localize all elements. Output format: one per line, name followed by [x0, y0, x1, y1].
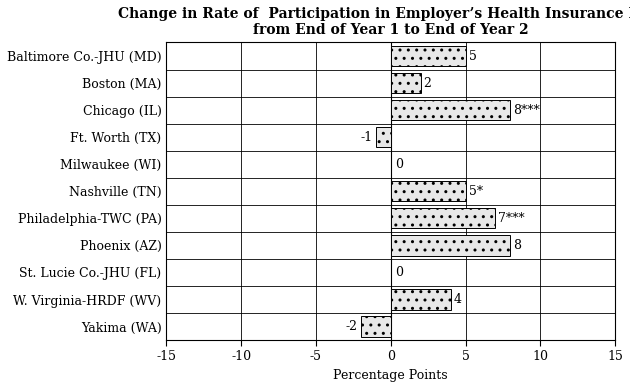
Text: 5: 5: [469, 49, 476, 63]
Text: -1: -1: [361, 131, 373, 144]
Text: 0: 0: [395, 158, 403, 171]
Text: 5*: 5*: [469, 185, 483, 198]
Text: 4: 4: [454, 293, 462, 306]
Bar: [391, 289, 450, 310]
Text: 7***: 7***: [498, 212, 525, 225]
Bar: [391, 208, 495, 228]
Bar: [391, 235, 510, 256]
Text: 8***: 8***: [513, 103, 540, 117]
Bar: [361, 316, 391, 337]
Bar: [391, 46, 466, 66]
Bar: [391, 181, 466, 202]
X-axis label: Percentage Points: Percentage Points: [333, 369, 448, 382]
Text: 2: 2: [424, 77, 432, 89]
Bar: [391, 73, 421, 93]
Text: -2: -2: [346, 320, 358, 333]
Text: 8: 8: [513, 239, 522, 252]
Bar: [391, 100, 510, 120]
Text: 0: 0: [395, 266, 403, 279]
Bar: [376, 127, 391, 147]
Title: Change in Rate of  Participation in Employer’s Health Insurance Plan
from End of: Change in Rate of Participation in Emplo…: [118, 7, 630, 37]
